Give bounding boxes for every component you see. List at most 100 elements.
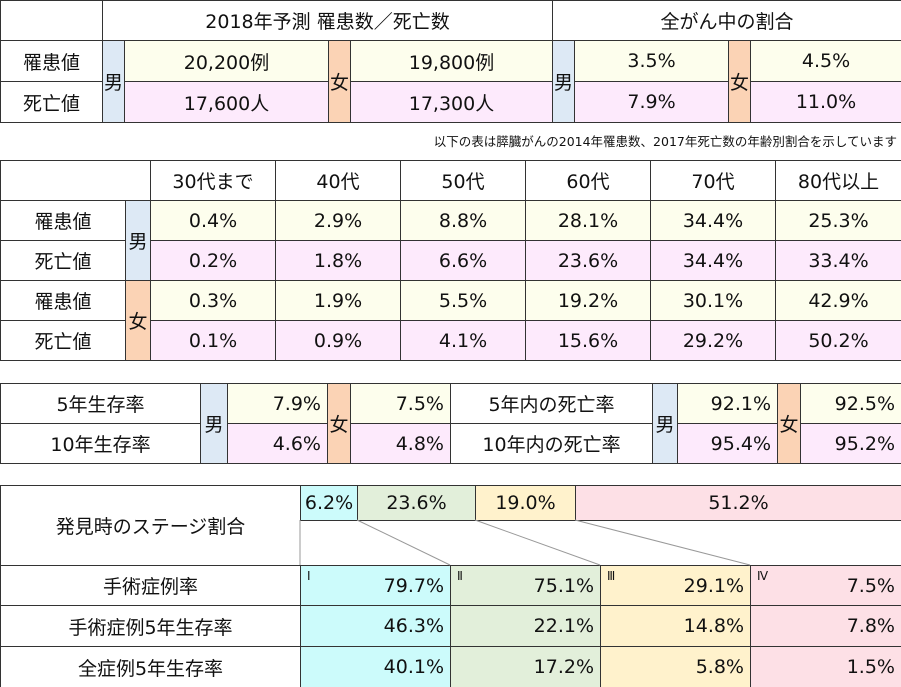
row-label-text: 5年生存率 <box>56 394 145 416</box>
value-cell: 19.2% <box>525 280 651 321</box>
value-cell: 29.1% Ⅲ <box>600 565 751 606</box>
value-cell-text: 92.5% <box>834 392 895 415</box>
sex-cell: 女 <box>328 40 351 123</box>
row-label: 10年生存率 <box>0 423 201 464</box>
stage-label: Ⅳ <box>757 569 769 583</box>
stage-label: Ⅰ <box>307 569 311 583</box>
value-cell-text: 7.5% <box>846 574 895 597</box>
value-cell: 33.4% <box>775 240 901 281</box>
row-label-text: 罹患値 <box>22 51 80 74</box>
value-cell-text: 34.4% <box>682 249 744 272</box>
value-cell: 34.4% <box>650 240 776 281</box>
value-cell-text: 2.9% <box>313 209 363 232</box>
value-cell-text: 5.8% <box>695 656 744 678</box>
header-cell: 60代 <box>525 160 651 201</box>
value-cell-text: 8.8% <box>438 209 488 232</box>
value-cell: 5.8% <box>600 646 751 687</box>
row-label-text: 10年生存率 <box>50 434 151 456</box>
header-cell-text: 80代以上 <box>797 171 880 193</box>
header-cell: 80代以上 <box>775 160 901 201</box>
header-cell-text: 50代 <box>441 171 485 193</box>
value-cell: 17,600人 <box>124 81 329 123</box>
value-cell: 0.2% <box>150 240 276 281</box>
sex-cell: 女 <box>777 383 801 464</box>
value-cell-text: 5.5% <box>438 289 488 312</box>
sex-cell-text: 女 <box>329 414 349 436</box>
value-cell-text: 95.2% <box>834 432 895 455</box>
value-cell-text: 7.5% <box>395 392 444 415</box>
value-cell: 4.5% <box>750 40 901 82</box>
value-cell-text: 4.1% <box>438 329 488 352</box>
header-cell: 2018年予測 罹患数／死亡数 <box>102 0 553 41</box>
value-cell-text: 1.5% <box>846 656 895 678</box>
value-cell-text: 1.8% <box>313 249 363 272</box>
sex-cell: 女 <box>327 383 351 464</box>
value-cell-text: 29.2% <box>682 329 744 352</box>
value-cell: 19,800例 <box>350 40 553 82</box>
stage-share: 6.2% <box>300 485 358 521</box>
note: 以下の表は膵臓がんの2014年罹患数、2017年死亡数の年齢別割合を示しています <box>433 134 897 149</box>
value-cell-text: 14.8% <box>683 615 744 637</box>
value-cell-text: 79.7% <box>383 574 444 597</box>
value-cell: 23.6% <box>525 240 651 281</box>
sex-cell: 男 <box>552 40 575 123</box>
row-label: 手術症例5年生存率 <box>0 605 301 647</box>
sex-cell-text: 男 <box>204 414 224 436</box>
value-cell: 4.1% <box>400 320 526 361</box>
value-cell-text: 0.1% <box>188 329 238 352</box>
row-label-text: 10年内の死亡率 <box>482 434 621 456</box>
stage-share: 19.0% <box>475 485 576 521</box>
value-cell-text: 15.6% <box>557 329 619 352</box>
value-cell: 1.5% <box>750 646 901 687</box>
connector <box>356 519 451 566</box>
value-cell-text: 42.9% <box>808 289 869 312</box>
value-cell: 79.7% Ⅰ <box>300 565 451 606</box>
connector <box>474 519 601 566</box>
value-cell: 7.9% <box>227 383 328 424</box>
empty-cell <box>0 0 103 41</box>
row-label-text: 罹患値 <box>34 291 92 313</box>
sex-cell: 男 <box>102 40 125 123</box>
row-label: 10年内の死亡率 <box>450 423 653 464</box>
value-cell-text: 29.1% <box>683 574 744 597</box>
stage-share: 23.6% <box>357 485 476 521</box>
value-cell: 7.5% <box>350 383 451 424</box>
header-cell-text: 70代 <box>691 171 735 193</box>
value-cell-text: 0.9% <box>313 329 363 352</box>
value-cell-text: 6.6% <box>438 249 488 272</box>
value-cell-text: 17.2% <box>533 656 594 678</box>
stage-share: 51.2% <box>575 485 901 521</box>
value-cell: 40.1% <box>300 646 451 687</box>
row-label-text: 全症例5年生存率 <box>77 657 224 680</box>
stage-label: Ⅱ <box>457 569 463 583</box>
value-cell-text: 0.2% <box>188 249 238 272</box>
header-cell-text: 30代まで <box>172 171 254 193</box>
value-cell: 17,300人 <box>350 81 553 123</box>
stage-label: Ⅲ <box>607 569 616 583</box>
value-cell: 92.1% <box>677 383 778 424</box>
value-cell-text: 4.5% <box>801 50 851 72</box>
value-cell: 4.8% <box>350 423 451 464</box>
value-cell-text: 7.9% <box>272 392 321 415</box>
header-cell-text: 40代 <box>316 171 360 193</box>
value-cell-text: 50.2% <box>808 329 869 352</box>
sex-cell-text: 男 <box>128 231 148 253</box>
value-cell: 2.9% <box>275 200 401 241</box>
header-cell: 50代 <box>400 160 526 201</box>
value-cell-text: 17,300人 <box>408 92 495 115</box>
value-cell-text: 19.2% <box>557 289 619 312</box>
value-cell-text: 0.4% <box>188 209 238 232</box>
row-label: 罹患値 <box>0 280 126 321</box>
value-cell: 1.8% <box>275 240 401 281</box>
stage-share-text: 6.2% <box>304 492 354 514</box>
value-cell-text: 75.1% <box>533 574 594 597</box>
value-cell-text: 34.4% <box>682 209 744 232</box>
value-cell-text: 4.6% <box>272 432 321 455</box>
header-cell-text: 60代 <box>566 171 610 193</box>
value-cell-text: 1.9% <box>313 289 363 312</box>
value-cell-text: 46.3% <box>383 615 444 637</box>
row-label: 5年生存率 <box>0 383 201 424</box>
row-label: 罹患値 <box>0 40 103 82</box>
